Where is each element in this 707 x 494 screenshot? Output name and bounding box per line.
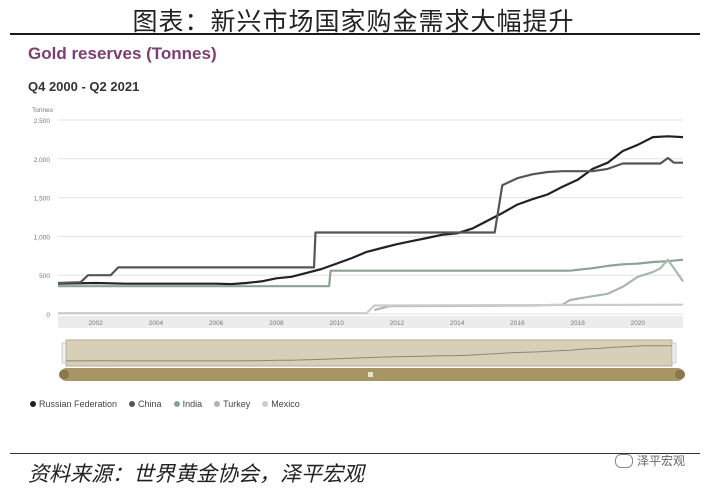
navigator-handle-left <box>61 342 67 364</box>
legend-label: China <box>138 399 162 409</box>
x-axis-band <box>58 316 683 328</box>
legend-label: India <box>182 399 203 409</box>
x-tick-label: 2014 <box>450 320 465 327</box>
chart-subtitle: Q4 2000 - Q2 2021 <box>28 79 140 94</box>
x-tick-label: 2018 <box>570 320 585 327</box>
y-tick-label: 2,500 <box>34 118 51 125</box>
x-tick-label: 2008 <box>269 320 284 327</box>
x-tick-label: 2002 <box>88 320 103 327</box>
chart-series <box>57 135 684 315</box>
page-title: 图表：新兴市场国家购金需求大幅提升 <box>132 7 575 36</box>
y-tick-label: 500 <box>39 273 50 280</box>
chart-axes: 0 500 1,000 1,500 2,000 2,500 Tonnes 2002 2004 20… <box>32 107 683 328</box>
chart-title: Gold reserves (Tonnes) <box>28 44 217 63</box>
legend-item[interactable]: Russian Federation <box>30 399 117 409</box>
x-tick-label: 2012 <box>390 320 405 327</box>
legend-item[interactable]: India <box>173 399 203 409</box>
legend-swatch <box>129 401 136 407</box>
legend-swatch <box>30 401 36 407</box>
x-tick-label: 2004 <box>149 320 164 327</box>
series-line-india <box>58 258 684 288</box>
legend-swatch <box>262 401 269 407</box>
navigator-series <box>65 345 673 362</box>
legend-label: Turkey <box>223 399 251 409</box>
source-text: 资料来源：世界黄金协会，泽平宏观 <box>28 462 364 486</box>
y-tick-label: 0 <box>46 312 50 319</box>
legend-swatch <box>173 401 180 407</box>
x-tick-label: 2016 <box>510 320 525 327</box>
y-tick-label: 1,500 <box>34 196 51 203</box>
x-tick-label: 2010 <box>329 320 344 327</box>
watermark: 泽平宏观 <box>614 452 685 469</box>
x-tick-label: 2020 <box>631 320 646 327</box>
legend-item[interactable]: Mexico <box>262 399 300 409</box>
y-tick-label: 1,000 <box>34 234 51 241</box>
y-axis-label: Tonnes <box>32 107 54 114</box>
wechat-icon <box>614 453 633 468</box>
legend-item[interactable]: China <box>129 399 162 409</box>
x-tick-label: 2006 <box>209 320 224 327</box>
scroll-right-button <box>675 369 685 380</box>
series-line-russian-federation <box>57 135 684 286</box>
navigator-handle-right <box>671 342 677 364</box>
series-line-china <box>57 156 683 285</box>
scroll-left-button <box>59 369 69 380</box>
legend-label: Mexico <box>271 399 300 409</box>
navigator-window <box>66 340 672 366</box>
series-line-mexico <box>58 303 684 315</box>
source-rule <box>10 453 700 454</box>
legend-item[interactable]: Turkey <box>214 399 250 409</box>
legend-swatch <box>214 401 221 407</box>
range-navigator[interactable] <box>59 339 685 381</box>
chart-legend: Russian Federation China India Turkey Mexico <box>30 399 300 409</box>
y-tick-label: 2,000 <box>34 157 51 164</box>
chart-grid <box>58 119 683 315</box>
scroll-grip-icon <box>368 372 373 377</box>
watermark-text: 泽平宏观 <box>636 454 685 468</box>
title-rule <box>10 33 700 35</box>
legend-label: Russian Federation <box>39 399 118 409</box>
series-line-turkey <box>374 258 684 312</box>
